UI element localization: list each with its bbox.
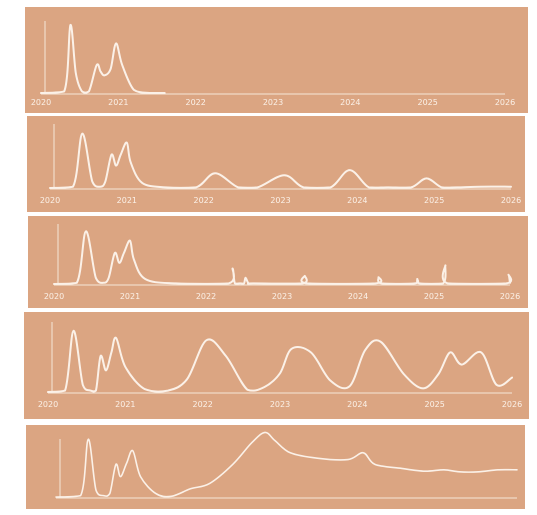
x-tick-label: 2021: [120, 292, 140, 301]
chart-svg: 2020 2021 2022 2023 2024 2025 2026: [31, 21, 515, 107]
x-tick-label: 2023: [270, 400, 290, 409]
x-tick-label: 2020: [40, 196, 60, 205]
chart-svg: 2020 2021 2022 2023 2024 2025 2026: [44, 224, 520, 301]
series-line: [40, 23, 166, 95]
x-tick-label: 2024: [347, 400, 367, 409]
series-line: [53, 230, 513, 285]
x-tick-label: 2026: [495, 98, 515, 107]
x-tick-label: 2020: [31, 98, 51, 107]
x-tick-label: 2021: [108, 98, 128, 107]
x-tick-label: 2021: [117, 196, 137, 205]
x-tick-label: 2022: [185, 98, 205, 107]
x-tick-label: 2020: [38, 400, 58, 409]
x-tick-label: 2026: [501, 196, 521, 205]
series-line: [55, 431, 518, 498]
x-tick-label: 2022: [196, 292, 216, 301]
x-tick-label: 2020: [44, 292, 64, 301]
series-line: [47, 329, 513, 393]
x-tick-label: 2024: [348, 292, 368, 301]
series-line: [49, 132, 512, 189]
x-tick-label: 2021: [115, 400, 135, 409]
x-tick-label: 2025: [424, 292, 444, 301]
x-tick-label: 2025: [424, 196, 444, 205]
chart-panel-4: 2020 2021 2022 2023 2024 2025 2026: [24, 312, 529, 419]
chart-panel-3: 2020 2021 2022 2023 2024 2025 2026: [28, 216, 528, 308]
x-tick-label: 2023: [270, 196, 290, 205]
chart-panel-2: 2020 2021 2022 2023 2024 2025 2026: [27, 116, 525, 212]
x-tick-label: 2024: [347, 196, 367, 205]
x-tick-label: 2025: [417, 98, 437, 107]
x-tick-label: 2022: [192, 400, 212, 409]
chart-svg: 2020 2021 2022 2023 2024 2025 2026: [38, 322, 522, 409]
chart-panel-1: 2020 2021 2022 2023 2024 2025 2026: [25, 7, 528, 113]
x-tick-label: 2025: [424, 400, 444, 409]
x-tick-label: 2024: [340, 98, 360, 107]
x-tick-label: 2026: [502, 400, 522, 409]
x-tick-label: 2022: [193, 196, 213, 205]
x-tick-label: 2023: [263, 98, 283, 107]
x-tick-label: 2023: [272, 292, 292, 301]
chart-svg: 2020 2021 2022 2023 2024 2025 2026: [40, 124, 521, 205]
x-tick-label: 2026: [500, 292, 520, 301]
